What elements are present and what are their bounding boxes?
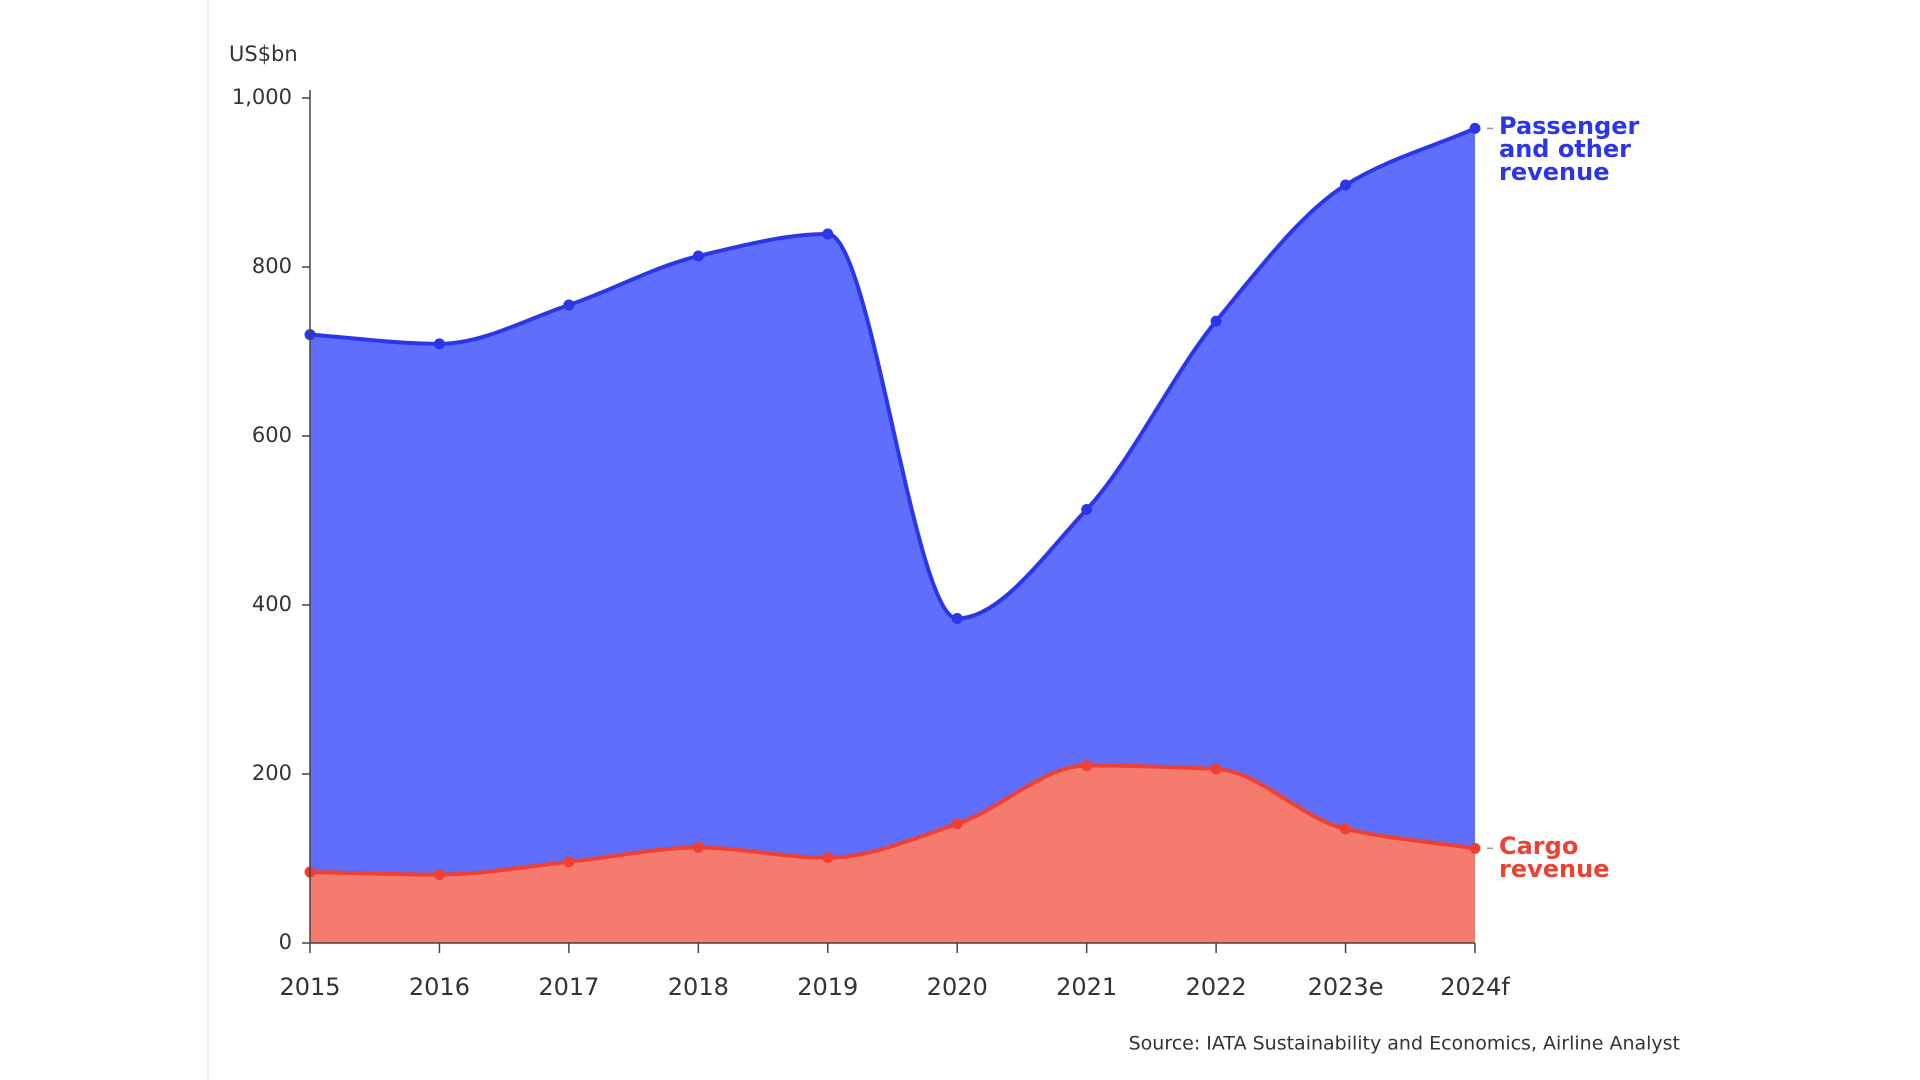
point — [563, 299, 575, 311]
y-tick-label: 800 — [252, 254, 292, 278]
series-label: Passenger and other revenue — [1499, 112, 1640, 187]
y-tick-label: 600 — [252, 423, 292, 447]
x-tick-label: 2019 — [797, 973, 858, 1001]
y-tick-label: 400 — [252, 592, 292, 616]
area — [310, 765, 1475, 943]
point — [1210, 763, 1222, 775]
area — [310, 128, 1475, 875]
point — [1210, 315, 1222, 327]
point — [1081, 504, 1093, 516]
x-tick-label: 2015 — [279, 973, 340, 1001]
point — [822, 852, 834, 864]
y-tick-label: 1,000 — [232, 85, 292, 109]
x-tick-label: 2021 — [1056, 973, 1117, 1001]
x-tick-label: 2016 — [409, 973, 470, 1001]
point — [822, 228, 834, 240]
point — [692, 842, 704, 854]
line — [309, 763, 1476, 877]
point — [951, 818, 963, 830]
line — [309, 126, 1476, 621]
x-tick-label: 2018 — [668, 973, 729, 1001]
point — [951, 613, 963, 625]
point — [692, 250, 704, 262]
point — [563, 856, 575, 868]
y-axis-label: US$bn — [229, 42, 298, 66]
point — [433, 338, 445, 350]
y-tick-label: 0 — [279, 930, 292, 954]
point — [433, 869, 445, 881]
x-tick-label: 2020 — [927, 973, 988, 1001]
y-tick-label: 200 — [252, 761, 292, 785]
point — [1469, 842, 1481, 854]
x-tick-label: 2017 — [538, 973, 599, 1001]
series-label: Cargo revenue — [1499, 832, 1610, 884]
point — [1469, 122, 1481, 134]
point — [1340, 179, 1352, 191]
x-tick-label: 2023e — [1308, 973, 1384, 1001]
source-note: Source: IATA Sustainability and Economic… — [1129, 1033, 1680, 1055]
x-tick-label: 2022 — [1186, 973, 1247, 1001]
x-tick-label: 2024f — [1440, 973, 1510, 1001]
point — [1081, 760, 1093, 772]
point — [1340, 823, 1352, 835]
